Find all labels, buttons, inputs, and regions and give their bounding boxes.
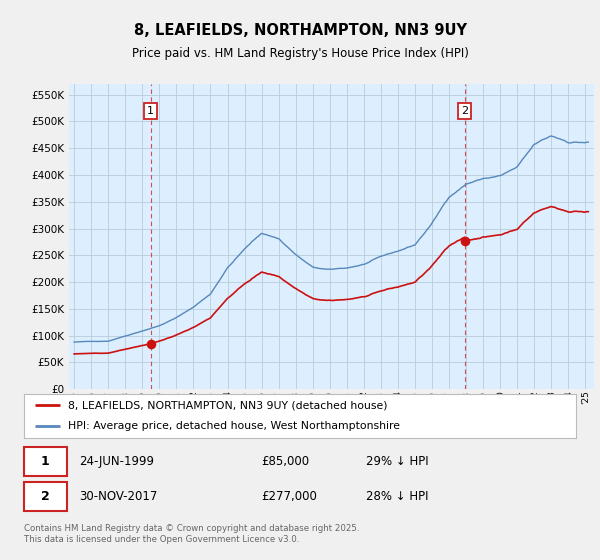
Point (460, 236, 470, 245)
FancyBboxPatch shape (24, 447, 67, 477)
Text: 24-JUN-1999: 24-JUN-1999 (79, 455, 154, 468)
Text: 8, LEAFIELDS, NORTHAMPTON, NN3 9UY (detached house): 8, LEAFIELDS, NORTHAMPTON, NN3 9UY (deta… (68, 400, 388, 410)
Text: 2: 2 (461, 106, 469, 116)
Text: 1: 1 (41, 455, 49, 468)
Text: 8, LEAFIELDS, NORTHAMPTON, NN3 9UY: 8, LEAFIELDS, NORTHAMPTON, NN3 9UY (133, 24, 467, 38)
Text: 30-NOV-2017: 30-NOV-2017 (79, 489, 158, 503)
Text: Price paid vs. HM Land Registry's House Price Index (HPI): Price paid vs. HM Land Registry's House … (131, 46, 469, 60)
Text: £85,000: £85,000 (262, 455, 310, 468)
Text: Contains HM Land Registry data © Crown copyright and database right 2025.: Contains HM Land Registry data © Crown c… (24, 524, 359, 533)
Text: 2: 2 (41, 489, 49, 503)
Text: 1: 1 (148, 106, 154, 116)
Text: 28% ↓ HPI: 28% ↓ HPI (366, 489, 429, 503)
FancyBboxPatch shape (24, 482, 67, 511)
Point (146, 339, 155, 348)
Text: HPI: Average price, detached house, West Northamptonshire: HPI: Average price, detached house, West… (68, 421, 400, 431)
Text: £277,000: £277,000 (262, 489, 317, 503)
Text: 29% ↓ HPI: 29% ↓ HPI (366, 455, 429, 468)
Text: This data is licensed under the Open Government Licence v3.0.: This data is licensed under the Open Gov… (24, 535, 299, 544)
